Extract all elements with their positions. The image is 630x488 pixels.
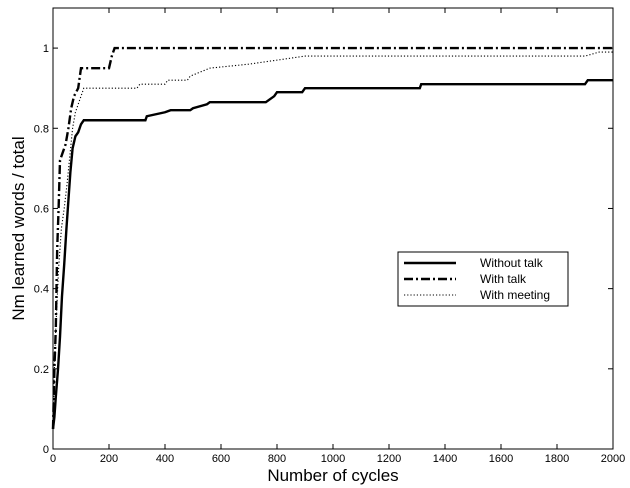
legend-label-2: With talk	[480, 272, 527, 286]
legend-label-1: Without talk	[480, 256, 544, 270]
x-tick-label: 0	[50, 453, 56, 465]
x-tick-label: 1000	[321, 453, 345, 465]
y-tick-label: 0.4	[34, 284, 49, 296]
y-axis-title: Nm learned words / total	[9, 136, 28, 320]
x-tick-label: 1200	[377, 453, 401, 465]
series-line-2	[51, 46, 613, 429]
x-tick-label: 800	[268, 453, 286, 465]
x-tick-label: 400	[156, 453, 174, 465]
y-tick-label: 1	[43, 43, 49, 55]
legend-label-3: With meeting	[480, 288, 550, 302]
x-tick-label: 1400	[433, 453, 457, 465]
plot-background	[53, 8, 613, 449]
x-tick-label: 2000	[601, 453, 625, 465]
y-tick-label: 0.6	[34, 203, 49, 215]
legend: Without talk With talk With meeting	[397, 251, 569, 307]
series-layer	[51, 46, 613, 430]
series-line-1	[51, 78, 613, 430]
axes-layer: 0 200 400 600 800 1000 1200 1400 1600 1800 2000 0 0.…	[34, 7, 625, 465]
y-tick-label: 0.2	[34, 364, 49, 376]
y-tick-label: 0.8	[34, 123, 49, 135]
x-tick-label: 600	[212, 453, 230, 465]
x-tick-label: 200	[100, 453, 118, 465]
x-axis-title: Number of cycles	[267, 466, 398, 485]
x-tick-label: 1800	[545, 453, 569, 465]
x-tick-label: 1600	[489, 453, 513, 465]
y-tick-label: 0	[43, 444, 49, 456]
plot-area: 0 200 400 600 800 1000 1200 1400 1600 1800 2000 0 0.…	[34, 7, 625, 465]
